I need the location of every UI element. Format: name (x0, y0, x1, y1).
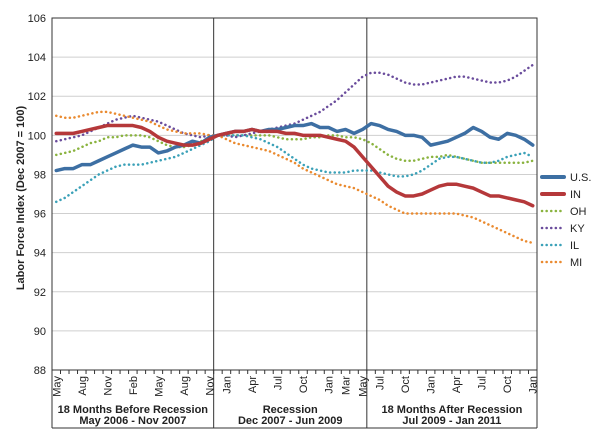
y-tick-label-106: 106 (28, 13, 46, 25)
x-tick-label-34: Mar (341, 376, 353, 395)
x-tick-label-32: Jan (324, 376, 336, 394)
period-range-0: May 2006 - Nov 2007 (79, 415, 186, 427)
legend-label-mi: MI (570, 257, 582, 269)
y-tick-label-92: 92 (34, 287, 46, 299)
period-title-0: 18 Months Before Recession (58, 404, 209, 416)
plot-border (51, 17, 538, 371)
period-range-1: Dec 2007 - Jun 2009 (238, 415, 343, 427)
y-tick-label-102: 102 (28, 91, 46, 103)
x-tick-label-3: Aug (77, 376, 89, 396)
x-axis-ticks: May Aug Nov Feb May Aug Nov Jan Apr Jul Oct Jan Mar M… (51, 376, 539, 397)
y-tick-label-88: 88 (34, 365, 46, 377)
y-axis-ticks: 88 90 92 94 96 98 100 102 104 106 (28, 13, 46, 377)
legend-label-us: U.S. (570, 172, 591, 184)
y-tick-label-90: 90 (34, 326, 46, 338)
y-axis-title: Labor Force Index (Dec 2007 = 100) (15, 106, 27, 291)
series-line-ky (55, 63, 534, 143)
y-tick-label-94: 94 (34, 248, 46, 260)
series-line-il (55, 134, 534, 204)
x-tick-label-0: May (51, 376, 63, 397)
series-line-us (54, 121, 535, 173)
period-range-2: Jul 2009 - Jan 2011 (402, 415, 501, 427)
period-title-1: Recession (263, 404, 318, 416)
x-tick-label-36: May (358, 376, 370, 397)
y-tick-label-98: 98 (34, 169, 46, 181)
x-tick-label-9: Feb (128, 376, 140, 395)
series-line-mi (55, 110, 534, 245)
x-tick-label-38: Jul (375, 376, 387, 390)
x-tick-label-6: Nov (102, 376, 114, 396)
x-tick-label-56: Jan (528, 376, 540, 394)
legend: U.S. IN OH KY IL MI (540, 172, 591, 269)
x-tick-label-20: Jan (221, 376, 233, 394)
x-tick-label-23: Apr (247, 376, 259, 393)
x-tick-label-53: Oct (502, 376, 514, 393)
legend-label-il: IL (570, 240, 579, 252)
series-lines (54, 63, 535, 245)
legend-label-oh: OH (570, 206, 587, 218)
x-tick-label-44: Jan (426, 376, 438, 394)
period-title-2: 18 Months After Recession (382, 404, 523, 416)
x-tick-label-41: Oct (400, 376, 412, 393)
x-tick-label-26: Jul (272, 376, 284, 390)
grid-lines (51, 17, 538, 429)
series-line-in (54, 123, 535, 208)
legend-label-ky: KY (570, 223, 585, 235)
x-tick-label-50: Jul (477, 376, 489, 390)
x-tick-label-15: Aug (179, 376, 191, 396)
series-line-oh (55, 134, 534, 164)
x-tick-label-47: Apr (451, 376, 463, 393)
y-tick-label-96: 96 (34, 209, 46, 221)
y-tick-label-100: 100 (28, 130, 46, 142)
x-tick-label-12: May (153, 376, 165, 397)
y-tick-label-104: 104 (28, 52, 46, 64)
legend-label-in: IN (570, 189, 581, 201)
x-tick-label-29: Oct (298, 376, 310, 393)
x-tick-label-18: Nov (204, 376, 216, 396)
